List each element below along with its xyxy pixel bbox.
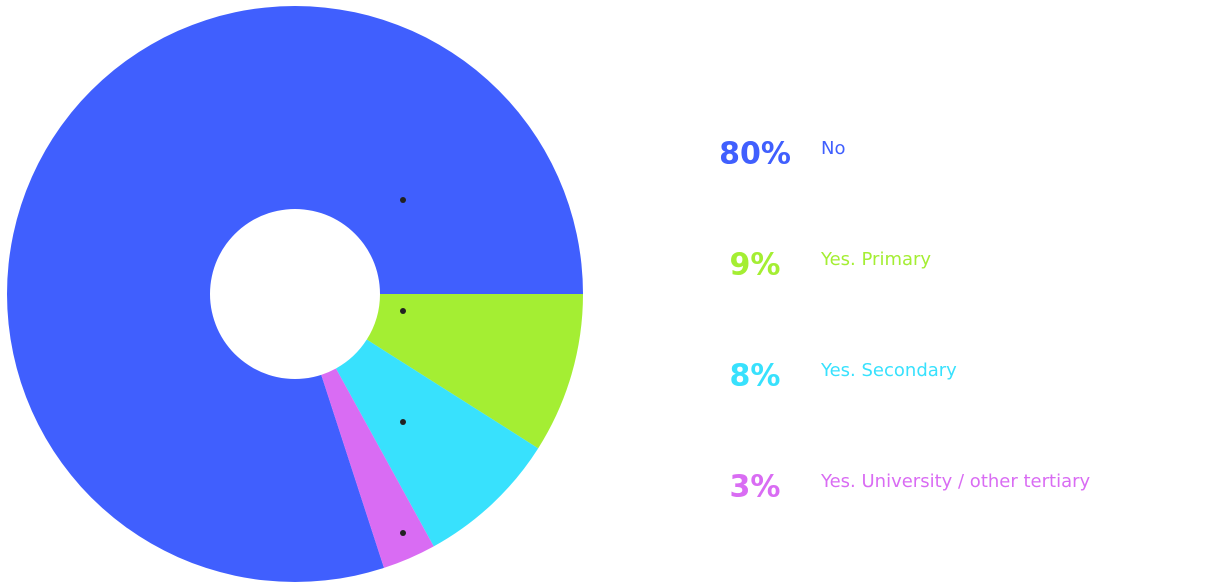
- legend-label: Yes. University / other tertiary: [820, 471, 1091, 492]
- legend-label: Yes. Primary: [820, 249, 931, 270]
- legend-label: Yes. Secondary: [820, 360, 957, 381]
- slice: [335, 339, 539, 547]
- leader-dot: [400, 419, 406, 425]
- leader-dot: [400, 308, 406, 314]
- percent-label: 3%: [730, 470, 781, 505]
- percent-label: 9%: [730, 248, 781, 283]
- slice: [321, 368, 434, 568]
- slice: [366, 294, 583, 449]
- percent-label: 8%: [730, 359, 781, 394]
- leader-dot: [400, 197, 406, 203]
- slice: [7, 6, 584, 582]
- legend-label: No: [821, 138, 845, 159]
- percent-label: 80%: [719, 137, 791, 172]
- leader-dot: [400, 530, 406, 536]
